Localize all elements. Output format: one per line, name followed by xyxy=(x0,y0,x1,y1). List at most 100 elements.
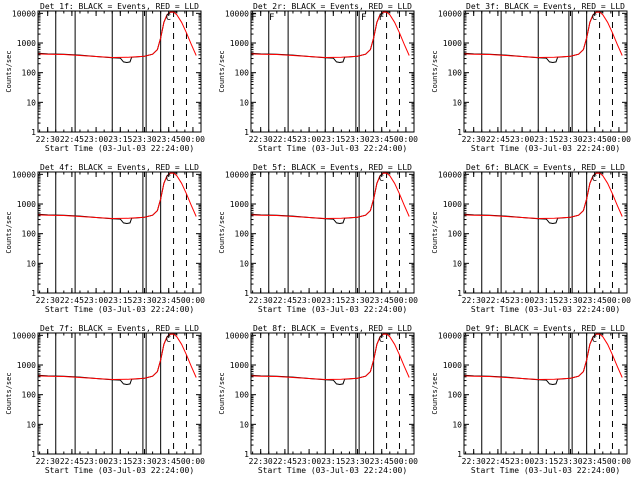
x-tick-label: 23:00 xyxy=(297,296,321,305)
x-tick-label: 23:30 xyxy=(345,135,369,144)
x-tick-label: 00:00 xyxy=(181,135,205,144)
y-tick-label: 1 xyxy=(457,128,462,137)
x-axis-label: Start Time (03-Jul-03 22:24:00) xyxy=(471,305,620,314)
y-tick-label: 10000 xyxy=(438,331,462,340)
x-tick-label: 23:45 xyxy=(157,457,181,466)
x-tick-label: 23:00 xyxy=(510,457,534,466)
x-axis-label: Start Time (03-Jul-03 22:24:00) xyxy=(471,466,620,475)
x-tick-label: 00:00 xyxy=(181,296,205,305)
chart-title: Det 5f: BLACK = Events, RED = LLD xyxy=(253,163,412,172)
x-tick-label: 23:45 xyxy=(370,135,394,144)
y-axis-label: Counts/sec xyxy=(431,50,439,92)
y-tick-label: 10 xyxy=(26,98,36,107)
x-tick-label: 23:30 xyxy=(558,296,582,305)
flag-marker: C xyxy=(166,13,171,23)
series-lld-line xyxy=(464,172,623,220)
y-tick-label: 10000 xyxy=(438,9,462,18)
y-tick-label: 10 xyxy=(239,420,249,429)
plot-frame xyxy=(463,171,628,294)
y-axis-label: Counts/sec xyxy=(218,211,226,253)
x-tick-label: 23:30 xyxy=(558,457,582,466)
x-tick-label: 23:45 xyxy=(583,135,607,144)
plot-frame xyxy=(463,332,628,455)
y-tick-label: 10 xyxy=(26,420,36,429)
x-axis-label: Start Time (03-Jul-03 22:24:00) xyxy=(471,144,620,153)
y-tick-label: 1 xyxy=(31,289,36,298)
x-tick-label: 23:30 xyxy=(558,135,582,144)
plot-frame xyxy=(250,332,415,455)
chart-title: Det 4f: BLACK = Events, RED = LLD xyxy=(40,163,199,172)
series-lld-line xyxy=(251,172,410,220)
y-tick-label: 100 xyxy=(22,230,37,239)
x-tick-label: 22:45 xyxy=(486,457,510,466)
x-tick-label: 23:15 xyxy=(534,135,558,144)
series-lld-line xyxy=(251,333,410,381)
y-tick-label: 100 xyxy=(235,391,250,400)
y-axis-label: Counts/sec xyxy=(218,372,226,414)
chart-panel-9: C 1 10 100 1000 10000 22:30 22:45 23:00 23:15 23:3… xyxy=(431,324,631,475)
x-tick-label: 23:15 xyxy=(108,296,132,305)
x-tick-label: 23:00 xyxy=(84,296,108,305)
x-tick-label: 22:45 xyxy=(273,135,297,144)
x-tick-label: 22:30 xyxy=(249,296,273,305)
x-axis-label: Start Time (03-Jul-03 22:24:00) xyxy=(258,466,407,475)
x-tick-label: 23:15 xyxy=(534,457,558,466)
x-tick-label: 23:45 xyxy=(370,296,394,305)
series-events-line xyxy=(38,172,177,225)
x-tick-label: 22:30 xyxy=(36,135,60,144)
x-tick-label: 22:45 xyxy=(60,135,84,144)
x-tick-label: 22:30 xyxy=(36,457,60,466)
x-tick-label: 00:00 xyxy=(607,296,631,305)
y-axis-label: Counts/sec xyxy=(5,372,13,414)
x-tick-label: 23:30 xyxy=(345,457,369,466)
y-axis-label: Counts/sec xyxy=(5,211,13,253)
plot-frame xyxy=(463,10,628,133)
flag-marker: F xyxy=(269,13,274,23)
x-axis-label: Start Time (03-Jul-03 22:24:00) xyxy=(258,305,407,314)
x-tick-label: 23:00 xyxy=(510,135,534,144)
y-tick-label: 1 xyxy=(31,450,36,459)
x-tick-label: 23:45 xyxy=(157,135,181,144)
x-tick-label: 23:00 xyxy=(297,135,321,144)
y-tick-label: 10 xyxy=(452,98,462,107)
series-lld-line xyxy=(464,333,623,381)
chart-panel-5: C 1 10 100 1000 10000 22:30 22:45 23:00 23:15 23:3… xyxy=(218,163,418,314)
flag-marker: F xyxy=(361,13,366,23)
chart-panel-3: C 1 10 100 1000 10000 22:30 22:45 23:00 23:15 23:3… xyxy=(431,2,631,153)
x-tick-label: 22:30 xyxy=(36,296,60,305)
y-tick-label: 1000 xyxy=(443,39,462,48)
y-tick-label: 10 xyxy=(452,420,462,429)
series-events-line xyxy=(464,11,603,64)
x-tick-label: 23:45 xyxy=(583,296,607,305)
y-tick-label: 1 xyxy=(244,450,249,459)
flag-marker: C xyxy=(592,174,597,184)
series-lld-line xyxy=(251,11,410,59)
series-events-line xyxy=(251,172,390,225)
y-tick-label: 100 xyxy=(235,230,250,239)
y-tick-label: 1000 xyxy=(17,200,36,209)
y-tick-label: 100 xyxy=(448,391,463,400)
x-tick-label: 23:30 xyxy=(132,135,156,144)
plot-frame xyxy=(37,171,202,294)
x-tick-label: 22:45 xyxy=(486,296,510,305)
plot-frame xyxy=(37,332,202,455)
x-tick-label: 22:30 xyxy=(462,457,486,466)
y-tick-label: 1000 xyxy=(443,361,462,370)
x-tick-label: 23:45 xyxy=(157,296,181,305)
chart-title: Det 7f: BLACK = Events, RED = LLD xyxy=(40,324,199,333)
flag-marker: F xyxy=(379,13,384,23)
y-tick-label: 1000 xyxy=(230,200,249,209)
y-tick-label: 1 xyxy=(457,450,462,459)
flag-marker: C xyxy=(166,335,171,345)
series-lld-line xyxy=(464,11,623,59)
chart-panel-4: C 1 10 100 1000 10000 22:30 22:45 23:00 23:15 23:3… xyxy=(5,163,205,314)
x-tick-label: 23:15 xyxy=(321,457,345,466)
y-tick-label: 10 xyxy=(452,259,462,268)
chart-title: Det 6f: BLACK = Events, RED = LLD xyxy=(466,163,625,172)
series-events-line xyxy=(38,11,177,64)
y-tick-label: 10000 xyxy=(225,170,249,179)
x-tick-label: 00:00 xyxy=(607,457,631,466)
chart-title: Det 2r: BLACK = Events, RED = LLD xyxy=(253,2,412,11)
